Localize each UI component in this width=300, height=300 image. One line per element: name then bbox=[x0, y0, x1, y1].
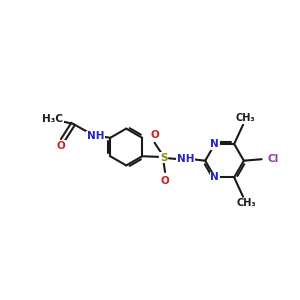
Text: O: O bbox=[161, 176, 170, 186]
Text: CH₃: CH₃ bbox=[236, 113, 255, 123]
Text: O: O bbox=[150, 130, 159, 140]
Text: N: N bbox=[211, 172, 219, 182]
Text: CH₃: CH₃ bbox=[237, 198, 256, 208]
Text: H₃C: H₃C bbox=[42, 114, 63, 124]
Text: O: O bbox=[57, 140, 66, 151]
Text: S: S bbox=[160, 153, 167, 163]
Text: N: N bbox=[211, 139, 219, 149]
Text: NH: NH bbox=[87, 131, 104, 141]
Text: NH: NH bbox=[177, 154, 195, 164]
Text: Cl: Cl bbox=[268, 154, 279, 164]
